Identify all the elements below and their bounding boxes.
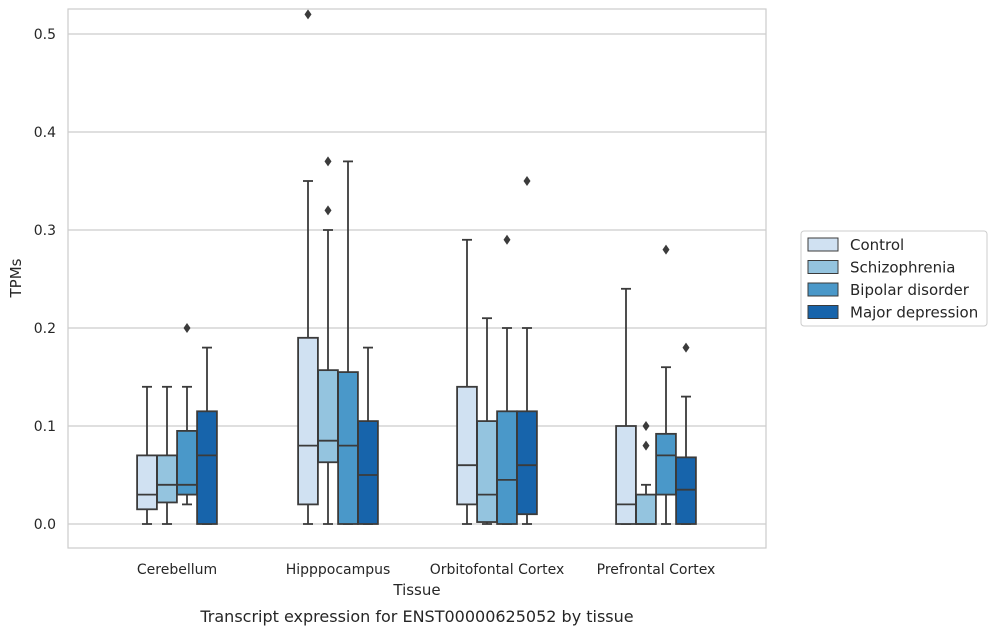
legend-swatch	[807, 305, 839, 319]
y-tick-label: 0.1	[34, 419, 56, 435]
legend-swatch	[807, 260, 839, 274]
y-tick-labels: 0.0 0.1 0.2 0.3 0.4 0.5	[34, 27, 56, 533]
box-body	[317, 369, 339, 464]
box-bipolar-disorder	[176, 323, 198, 506]
box-body	[357, 420, 379, 525]
legend: Control Schizophrenia Bipolar disorder Majo…	[800, 230, 988, 327]
outlier-point	[642, 440, 650, 451]
box-control	[297, 9, 319, 525]
legend-frame	[800, 230, 988, 327]
box-body	[136, 454, 158, 511]
box-body	[496, 410, 518, 525]
box-body	[655, 432, 677, 496]
box-major-depression	[196, 346, 218, 525]
box-body	[156, 454, 178, 504]
box-body	[456, 385, 478, 506]
y-tick-label: 0.2	[34, 321, 56, 337]
box-body	[675, 456, 697, 525]
box-schizophrenia	[635, 421, 657, 525]
outlier-point	[503, 234, 511, 245]
box-bipolar-disorder	[496, 234, 518, 525]
legend-swatch	[807, 282, 839, 297]
chart-caption: Transcript expression for ENST0000062505…	[199, 607, 633, 626]
legend-entry: Schizophrenia	[850, 259, 955, 277]
legend-entry: Control	[850, 236, 904, 254]
plot-frame	[67, 8, 767, 549]
box-schizophrenia	[476, 317, 498, 525]
box-major-depression	[675, 342, 697, 525]
box-control	[615, 287, 637, 525]
outlier-point	[183, 323, 191, 333]
y-axis-title: TPMs	[7, 258, 25, 298]
box-schizophrenia	[156, 385, 178, 525]
x-tick-label: Prefrontal Cortex	[597, 562, 716, 578]
y-tick-label: 0.0	[34, 517, 56, 533]
outlier-point	[324, 205, 332, 216]
box-body	[196, 410, 218, 525]
outlier-point	[523, 176, 531, 186]
box-control	[136, 385, 158, 525]
box-body	[516, 410, 538, 516]
x-tick-label: Orbitofontal Cortex	[430, 562, 565, 578]
box-body	[337, 371, 359, 525]
outlier-point	[642, 421, 650, 431]
y-tick-label: 0.3	[34, 223, 56, 239]
box-major-depression	[357, 346, 379, 525]
outlier-point	[304, 9, 312, 20]
boxes-layer	[136, 9, 697, 525]
x-axis-title: Tissue	[392, 581, 440, 599]
y-tick-label: 0.4	[34, 125, 56, 141]
box-major-depression	[516, 176, 538, 525]
legend-swatch	[807, 237, 839, 252]
outlier-point	[662, 244, 670, 255]
box-bipolar-disorder	[337, 160, 359, 525]
box-bipolar-disorder	[655, 244, 677, 525]
x-tick-label: Cerebellum	[137, 562, 217, 578]
box-schizophrenia	[317, 156, 339, 525]
outlier-point	[324, 156, 332, 167]
box-body	[635, 493, 657, 525]
outlier-point	[682, 342, 690, 353]
legend-entry: Major depression	[850, 304, 978, 322]
box-body	[615, 425, 637, 525]
box-body	[297, 336, 319, 506]
x-tick-labels: Cerebellum Hipppocampus Orbitofontal Corte…	[137, 562, 715, 578]
box-body	[476, 420, 498, 523]
legend-entry: Bipolar disorder	[850, 281, 970, 299]
x-tick-label: Hipppocampus	[286, 562, 391, 578]
y-tick-label: 0.5	[34, 27, 56, 43]
box-control	[456, 238, 478, 525]
